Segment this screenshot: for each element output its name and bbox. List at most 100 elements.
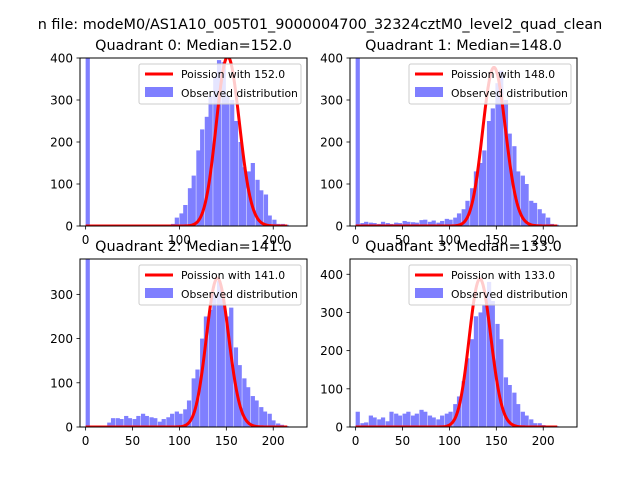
chart-2-bar-41 [276, 423, 281, 427]
chart-0-bar-19 [242, 167, 247, 226]
chart-2-bar-21 [191, 378, 196, 427]
chart-2-bar-11 [149, 417, 154, 427]
chart-3-bar-40 [524, 415, 529, 427]
chart-3-bar-43 [537, 423, 542, 427]
chart-3-ytick-label-200: 200 [320, 344, 343, 358]
chart-0-bar-17 [233, 121, 239, 226]
chart-1-bar-38 [516, 171, 521, 226]
chart-0-bar-13 [216, 60, 222, 226]
chart-1-ytick-label-100: 100 [320, 178, 343, 192]
chart-3-xtick-label-200: 200 [532, 434, 555, 448]
chart-1-bar-36 [507, 133, 512, 226]
chart-1-bar-13 [410, 222, 416, 226]
chart-0-bar-7 [191, 175, 196, 226]
chart-3-bar-20 [440, 415, 445, 427]
chart-0-legend-box [138, 63, 302, 105]
chart-2-plot-area [85, 259, 289, 427]
chart-1-bar-32 [490, 108, 495, 226]
chart-2-bar-14 [161, 419, 166, 427]
chart-3-bar-25 [461, 381, 466, 427]
chart-3-bar-27 [470, 339, 475, 427]
chart-2-bar-24 [203, 316, 209, 427]
chart-0-bar-5 [183, 205, 188, 226]
chart-1-bar-31 [486, 121, 492, 226]
chart-0-legend-bar-label: Observed distribution [181, 87, 298, 100]
chart-1-legend: Poission with 148.0 Observed distribution [408, 63, 572, 105]
chart-2-bar-36 [254, 400, 259, 427]
chart-3-bar-41 [529, 419, 534, 427]
chart-1-bar-11 [402, 220, 407, 226]
chart-2-xtick-label-150: 150 [215, 434, 238, 448]
chart-3-bar-22 [448, 411, 453, 427]
chart-2-bar-37 [259, 407, 264, 427]
chart-2-bar-32 [237, 365, 242, 427]
chart-1-ytick-label-200: 200 [320, 136, 343, 150]
chart-1-bar-40 [524, 184, 529, 226]
chart-1-bar-21 [444, 218, 449, 226]
chart-3-bar-7 [385, 421, 390, 427]
chart-2-axes-frame [79, 258, 308, 428]
chart-3-bar-21 [444, 413, 449, 427]
chart-3-bar-28 [473, 316, 479, 427]
chart-3-xtick-label-50: 50 [395, 434, 410, 448]
chart-2-bar-23 [200, 338, 205, 427]
chart-3-bar-37 [512, 392, 517, 427]
chart-2-ytick-label-100: 100 [50, 376, 73, 390]
chart-3-bar-16 [423, 411, 428, 427]
chart-2-xtick-label-100: 100 [168, 434, 191, 448]
chart-1-bar-9 [394, 222, 399, 226]
chart-1-bar-43 [537, 209, 542, 226]
chart-2-bar-25 [208, 309, 213, 427]
chart-3-bar-32 [490, 301, 495, 427]
chart-3-bar-10 [397, 415, 403, 427]
chart-3-bar-35 [503, 377, 509, 427]
chart-2-legend-bar-swatch [145, 288, 173, 298]
chart-2: 0 50 100 150 200 0 100 200 300 Quadrant 2: Median… [50, 239, 308, 448]
chart-2-bar-7 [132, 419, 137, 427]
chart-3-bar-8 [389, 411, 394, 427]
chart-0-bar-15 [225, 95, 230, 226]
chart-1-bar-35 [503, 100, 509, 226]
chart-2-legend-box [138, 264, 302, 306]
chart-2-bar-27 [216, 281, 222, 427]
chart-1-bar-39 [520, 175, 525, 226]
chart-0-ytick-label-300: 300 [50, 94, 73, 108]
chart-1: 0 50 100 150 200 0 100 200 300 400 Quadrant 1: Med… [320, 38, 578, 247]
chart-2-ytick-label-0: 0 [65, 421, 73, 435]
chart-2-bar-10 [144, 415, 149, 427]
chart-1-ytick-label-0: 0 [335, 220, 343, 234]
chart-1-bar-14 [414, 222, 419, 226]
chart-2-legend-bar-label: Observed distribution [181, 288, 298, 301]
chart-3-ytick-label-0: 0 [335, 421, 343, 435]
chart-2-legend-line-label: Poission with 141.0 [181, 269, 285, 282]
chart-0-bar-22 [255, 179, 260, 226]
chart-0-bar-14 [221, 62, 226, 226]
chart-0-xtick-label-100: 100 [168, 233, 191, 247]
chart-3-bar-33 [495, 323, 500, 427]
chart-0-bar-16 [230, 100, 235, 226]
chart-2-bar-35 [250, 396, 255, 427]
chart-3-bar-36 [507, 385, 512, 427]
chart-3-bar-34 [499, 339, 504, 427]
chart-2-bar-6 [127, 418, 133, 427]
chart-1-xtick-label-50: 50 [395, 233, 410, 247]
chart-1-legend-bar-label: Observed distribution [451, 87, 568, 100]
chart-0-bar-0 [85, 58, 90, 226]
chart-2-bar-40 [271, 420, 276, 427]
chart-3-ytick-label-300: 300 [320, 306, 343, 320]
figure-suptitle: n file: modeM0/AS1A10_005T01_9000004700_… [38, 17, 603, 33]
chart-2-bar-13 [157, 421, 163, 427]
chart-2-bar-2 [110, 418, 116, 427]
chart-2-title: Quadrant 2: Median=141.0 [95, 239, 292, 255]
chart-2-bar-3 [115, 418, 120, 427]
chart-3-bar-30 [482, 304, 487, 427]
chart-0-bar-4 [179, 213, 184, 226]
chart-2-xtick-label-0: 0 [82, 434, 90, 448]
chart-3-legend: Poission with 133.0 Observed distribution [408, 264, 572, 306]
chart-2-bar-8 [136, 415, 141, 427]
chart-2-bar-0 [85, 259, 90, 427]
chart-3-bar-38 [516, 404, 521, 427]
chart-0-bar-8 [196, 150, 201, 226]
chart-0-ytick-label-100: 100 [50, 178, 73, 192]
